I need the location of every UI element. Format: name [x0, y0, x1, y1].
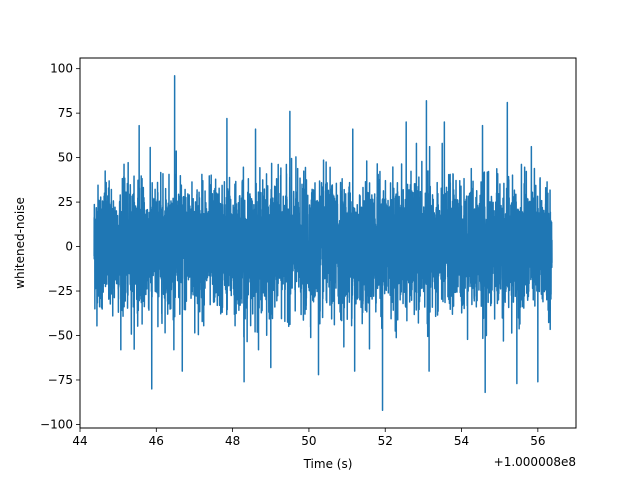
series-layer [93, 75, 553, 411]
x-tick-label: 50 [301, 434, 316, 448]
x-tick-label: 52 [378, 434, 393, 448]
y-tick-label: 25 [58, 195, 73, 209]
x-tick-label: 48 [225, 434, 240, 448]
y-tick-label: 50 [58, 151, 73, 165]
series-line [93, 75, 553, 411]
y-axis: 100 75 50 25 0 −25 −50 −75 −100 [40, 62, 80, 431]
plot-frame [79, 57, 577, 429]
y-tick-label: 0 [65, 240, 73, 254]
x-tick-label: 56 [530, 434, 545, 448]
x-axis: 44 46 48 50 52 54 56 [72, 428, 545, 448]
x-tick-label: 54 [454, 434, 469, 448]
y-tick-label: −25 [48, 284, 73, 298]
y-tick-label: −100 [40, 417, 73, 431]
x-offset-label: +1.000008e8 [494, 455, 576, 469]
x-axis-label: Time (s) [303, 457, 353, 471]
y-tick-label: −75 [48, 373, 73, 387]
x-tick-label: 46 [149, 434, 164, 448]
x-tick-label: 44 [72, 434, 87, 448]
y-tick-label: −50 [48, 329, 73, 343]
y-axis-label: whitened-noise [13, 197, 27, 289]
y-tick-label: 100 [50, 62, 73, 76]
y-tick-label: 75 [58, 106, 73, 120]
